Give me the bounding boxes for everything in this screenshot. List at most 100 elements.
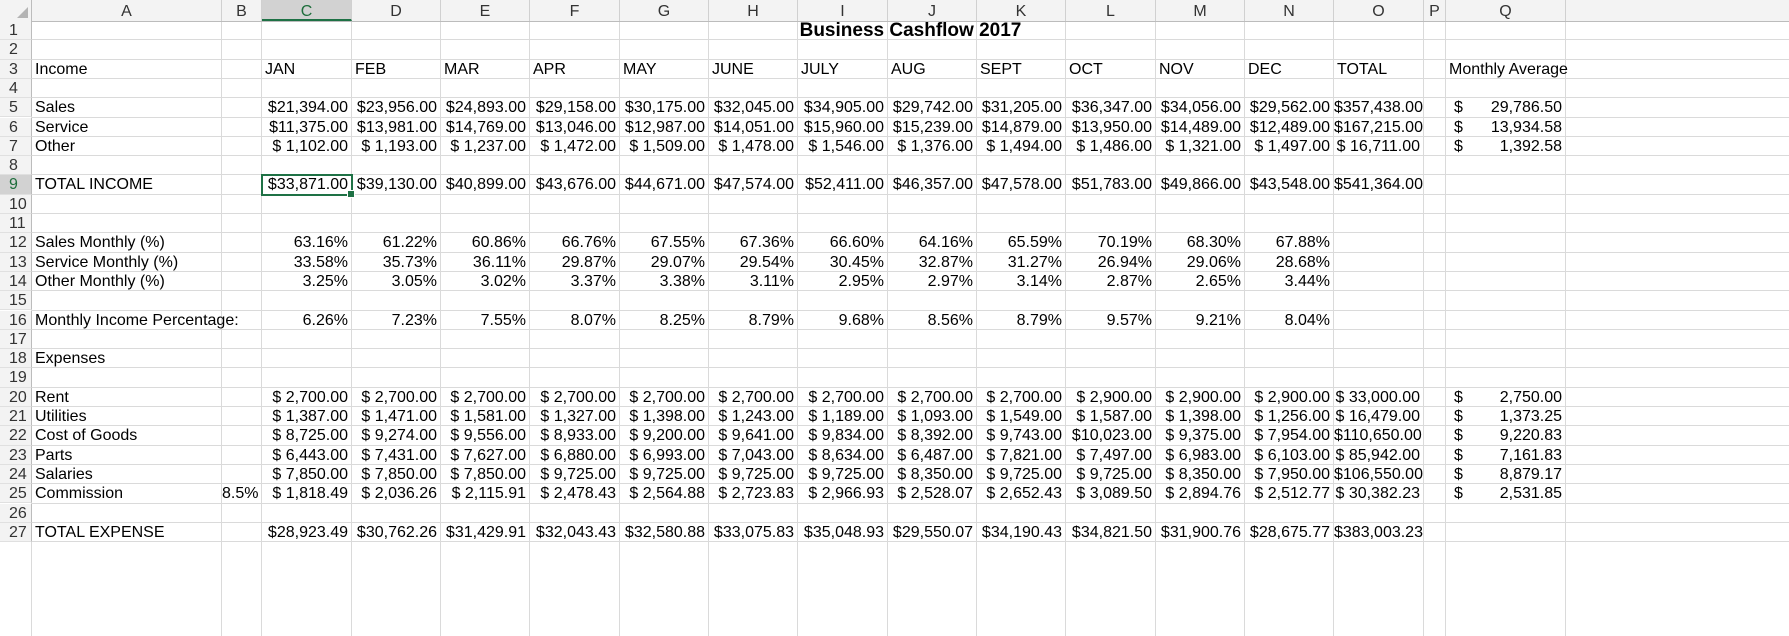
income-value[interactable]: $12,489.00	[1249, 118, 1330, 136]
month-header[interactable]: MAR	[444, 60, 480, 78]
expense-value[interactable]: $ 1,549.00	[986, 408, 1062, 425]
income-total[interactable]: $357,438.00	[1334, 99, 1423, 117]
expense-average[interactable]: $7,161.83	[1446, 446, 1566, 465]
month-header[interactable]: JULY	[801, 60, 839, 78]
month-header[interactable]: JUNE	[712, 60, 754, 78]
expense-value[interactable]: $ 1,327.00	[540, 408, 616, 425]
total-expense-value[interactable]: $28,923.49	[267, 523, 348, 541]
expense-value[interactable]: $ 8,350.00	[897, 465, 973, 483]
expense-value[interactable]: $ 9,556.00	[450, 427, 526, 445]
income-value[interactable]: $15,239.00	[892, 118, 973, 136]
expense-average[interactable]: $8,879.17	[1446, 465, 1566, 484]
total-income-value[interactable]: $43,676.00	[535, 176, 616, 194]
percent-value[interactable]: 30.45%	[829, 253, 884, 271]
expense-value[interactable]: $ 7,043.00	[718, 446, 794, 464]
expense-value[interactable]: $ 2,900.00	[1254, 388, 1330, 406]
row-header-20[interactable]: 20	[0, 387, 32, 407]
monthly-income-percent[interactable]: 7.23%	[391, 311, 437, 329]
row-label[interactable]: Rent	[35, 388, 69, 406]
total-expense-value[interactable]: $32,580.88	[624, 523, 705, 541]
expense-value[interactable]: $ 2,700.00	[361, 388, 437, 406]
percent-value[interactable]: 3.05%	[391, 272, 437, 290]
income-value[interactable]: $14,051.00	[713, 118, 794, 136]
total-expense-total[interactable]: $383,003.23	[1334, 523, 1423, 541]
expense-value[interactable]: $ 2,894.76	[1165, 485, 1241, 503]
expense-average[interactable]: $2,750.00	[1446, 388, 1566, 407]
expense-value[interactable]: $ 8,634.00	[808, 446, 884, 464]
row-header-1[interactable]: 1	[0, 21, 32, 41]
income-total[interactable]: $ 16,711.00	[1336, 137, 1420, 155]
monthly-income-percent[interactable]: 6.26%	[302, 311, 348, 329]
expense-value[interactable]: $ 7,497.00	[1076, 446, 1152, 464]
row-label[interactable]: Commission	[35, 485, 124, 503]
percent-value[interactable]: 68.30%	[1186, 234, 1241, 252]
total-expense-value[interactable]: $31,429.91	[445, 523, 526, 541]
percent-value[interactable]: 36.11%	[472, 253, 526, 271]
percent-value[interactable]: 28.68%	[1275, 253, 1330, 271]
total-income-value[interactable]: $49,866.00	[1160, 176, 1241, 194]
column-header-c[interactable]: C	[262, 0, 352, 21]
column-header-g[interactable]: G	[620, 0, 709, 21]
monthly-income-percent[interactable]: 8.56%	[927, 311, 973, 329]
total-expense-value[interactable]: $28,675.77	[1249, 523, 1330, 541]
expense-value[interactable]: $ 9,834.00	[808, 427, 884, 445]
total-expense-value[interactable]: $30,762.26	[356, 523, 437, 541]
monthly-income-percent[interactable]: 8.25%	[659, 311, 705, 329]
total-income-value[interactable]: $40,899.00	[445, 176, 526, 194]
month-header[interactable]: DEC	[1248, 60, 1282, 78]
total-expense-value[interactable]: $35,048.93	[803, 523, 884, 541]
income-value[interactable]: $12,987.00	[624, 118, 705, 136]
expense-value[interactable]: $ 7,954.00	[1254, 427, 1330, 445]
total-header[interactable]: TOTAL	[1337, 60, 1388, 78]
column-header-n[interactable]: N	[1245, 0, 1334, 21]
total-expense-value[interactable]: $34,190.43	[981, 523, 1062, 541]
column-header-l[interactable]: L	[1066, 0, 1156, 21]
percent-value[interactable]: 61.22%	[382, 234, 437, 252]
row-header-24[interactable]: 24	[0, 464, 32, 485]
income-value[interactable]: $15,960.00	[803, 118, 884, 136]
percent-value[interactable]: 2.65%	[1195, 272, 1241, 290]
expense-value[interactable]: $ 9,725.00	[808, 465, 884, 483]
income-value[interactable]: $ 1,509.00	[629, 137, 705, 155]
expense-value[interactable]: $ 2,512.77	[1254, 485, 1330, 503]
expense-value[interactable]: $ 2,036.26	[361, 485, 437, 503]
total-expense-value[interactable]: $29,550.07	[892, 523, 973, 541]
total-expense-value[interactable]: $31,900.76	[1160, 523, 1241, 541]
income-value[interactable]: $ 1,193.00	[361, 137, 437, 155]
percent-value[interactable]: 31.27%	[1007, 253, 1062, 271]
row-label[interactable]: Sales Monthly (%)	[35, 234, 165, 252]
expense-value[interactable]: $ 8,392.00	[897, 427, 973, 445]
percent-value[interactable]: 63.16%	[293, 234, 348, 252]
expense-value[interactable]: $ 2,700.00	[540, 388, 616, 406]
expense-value[interactable]: $ 6,103.00	[1254, 446, 1330, 464]
percent-value[interactable]: 70.19%	[1097, 234, 1152, 252]
percent-value[interactable]: 60.86%	[471, 234, 526, 252]
total-income-value[interactable]: $43,548.00	[1249, 176, 1330, 194]
expense-value[interactable]: $ 1,243.00	[718, 408, 794, 425]
income-value[interactable]: $21,394.00	[267, 99, 348, 117]
expense-value[interactable]: $ 9,200.00	[629, 427, 705, 445]
income-value[interactable]: $ 1,546.00	[808, 137, 884, 155]
total-income-value[interactable]: $33,871.00	[267, 176, 348, 194]
row-header-11[interactable]: 11	[0, 214, 32, 234]
percent-value[interactable]: 29.87%	[561, 253, 616, 271]
row-header-23[interactable]: 23	[0, 445, 32, 465]
expense-value[interactable]: $ 2,700.00	[986, 388, 1062, 406]
income-value[interactable]: $ 1,486.00	[1076, 137, 1152, 155]
total-income-value[interactable]: $47,574.00	[713, 176, 794, 194]
expense-value[interactable]: $ 2,723.83	[718, 485, 794, 503]
expense-value[interactable]: $ 2,700.00	[272, 388, 348, 406]
percent-value[interactable]: 29.07%	[650, 253, 705, 271]
income-value[interactable]: $11,375.00	[269, 118, 348, 136]
expense-value[interactable]: $ 2,115.91	[451, 485, 526, 503]
income-value[interactable]: $13,046.00	[535, 118, 616, 136]
expense-value[interactable]: $ 7,627.00	[450, 446, 526, 464]
percent-value[interactable]: 3.37%	[570, 272, 616, 290]
expense-value[interactable]: $ 7,431.00	[361, 446, 437, 464]
row-header-27[interactable]: 27	[0, 522, 32, 543]
expenses-heading[interactable]: Expenses	[35, 350, 106, 368]
percent-value[interactable]: 3.11%	[749, 272, 794, 290]
monthly-income-percent[interactable]: 8.04%	[1284, 311, 1330, 329]
total-income-value[interactable]: $46,357.00	[892, 176, 973, 194]
